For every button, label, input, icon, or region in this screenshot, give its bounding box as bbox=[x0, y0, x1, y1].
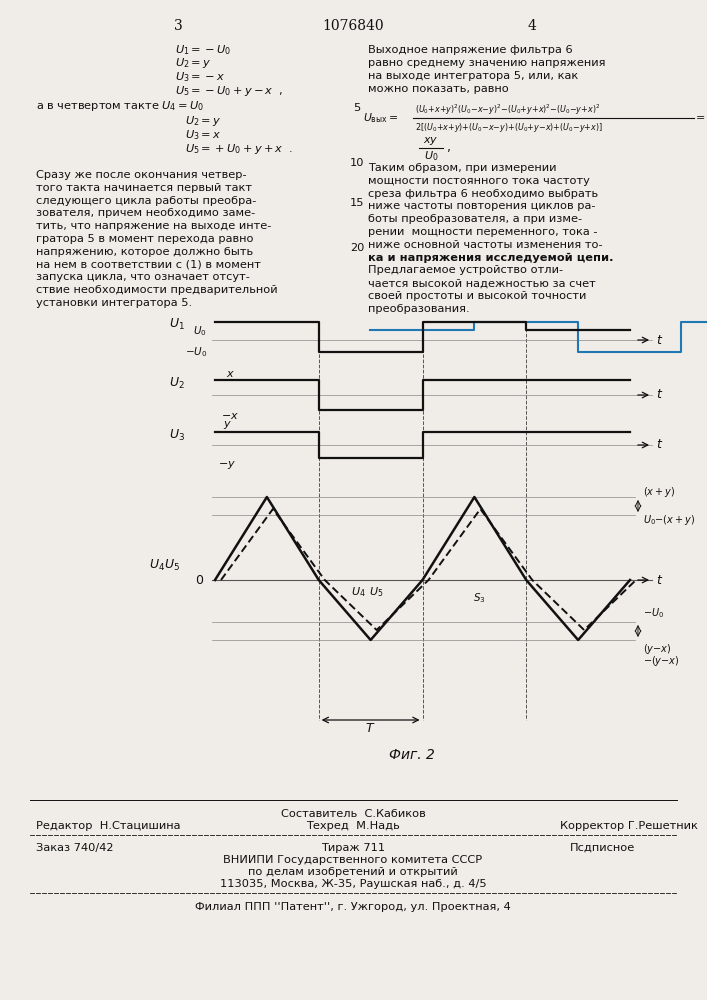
Text: $T$: $T$ bbox=[366, 722, 376, 734]
Text: $U_1=-U_0$: $U_1=-U_0$ bbox=[175, 43, 231, 57]
Text: а в четвертом такте $U_4=U_0$: а в четвертом такте $U_4=U_0$ bbox=[36, 99, 204, 113]
Text: напряжению, которое должно быть: напряжению, которое должно быть bbox=[36, 247, 253, 257]
Text: зователя, причем необходимо заме-: зователя, причем необходимо заме- bbox=[36, 208, 255, 218]
Text: $U_5=-U_0+y-x$  ,: $U_5=-U_0+y-x$ , bbox=[175, 84, 284, 98]
Text: Заказ 740/42: Заказ 740/42 bbox=[36, 843, 114, 853]
Text: $U_3= -x$: $U_3= -x$ bbox=[175, 70, 226, 84]
Text: $-U_0$: $-U_0$ bbox=[185, 345, 207, 359]
Text: Фиг. 2: Фиг. 2 bbox=[389, 748, 435, 762]
Text: $U_0$: $U_0$ bbox=[193, 324, 207, 338]
Text: $(y{-}x)$: $(y{-}x)$ bbox=[643, 642, 672, 656]
Text: $x$: $x$ bbox=[226, 369, 235, 379]
Text: 1076840: 1076840 bbox=[322, 19, 384, 33]
Text: $2[(U_0{+}x{+}y){+}(U_0{-}x{-}y){+}(U_0{+}y{-}x){+}(U_0{-}y{+}x)]$: $2[(U_0{+}x{+}y){+}(U_0{-}x{-}y){+}(U_0{… bbox=[415, 120, 603, 133]
Text: мощности постоянного тока частоту: мощности постоянного тока частоту bbox=[368, 176, 590, 186]
Text: рении  мощности переменного, тока -: рении мощности переменного, тока - bbox=[368, 227, 597, 237]
Text: $(U_0{+}x{+}y)^2(U_0{-}x{-}y)^2{-}(U_0{+}y{+}x)^2{-}(U_0{-}y{+}x)^2$: $(U_0{+}x{+}y)^2(U_0{-}x{-}y)^2{-}(U_0{+… bbox=[415, 103, 600, 117]
Text: ниже частоты повторения циклов ра-: ниже частоты повторения циклов ра- bbox=[368, 201, 595, 211]
Text: Корректор Г.Решетник: Корректор Г.Решетник bbox=[560, 821, 698, 831]
Text: $U_4U_5$: $U_4U_5$ bbox=[149, 557, 180, 573]
Text: 0: 0 bbox=[195, 574, 203, 586]
Text: ка и напряжения исследуемой цепи.: ка и напряжения исследуемой цепи. bbox=[368, 253, 614, 263]
Text: $-U_0$: $-U_0$ bbox=[643, 606, 664, 620]
Text: того такта начинается первый такт: того такта начинается первый такт bbox=[36, 183, 252, 193]
Text: $y$: $y$ bbox=[223, 419, 231, 431]
Text: Техред  М.Надь: Техред М.Надь bbox=[306, 821, 400, 831]
Text: чается высокой надежностью за счет: чается высокой надежностью за счет bbox=[368, 278, 596, 288]
Text: Предлагаемое устройство отли-: Предлагаемое устройство отли- bbox=[368, 265, 563, 275]
Text: ,: , bbox=[447, 141, 451, 154]
Text: можно показать, равно: можно показать, равно bbox=[368, 84, 509, 94]
Text: на нем в соответствии с (1) в момент: на нем в соответствии с (1) в момент bbox=[36, 260, 261, 270]
Text: среза фильтра 6 необходимо выбрать: среза фильтра 6 необходимо выбрать bbox=[368, 189, 598, 199]
Text: =: = bbox=[696, 113, 706, 123]
Text: $U_0$: $U_0$ bbox=[423, 149, 438, 163]
Text: $U_4$: $U_4$ bbox=[351, 585, 366, 599]
Text: $U_3$: $U_3$ bbox=[169, 427, 185, 443]
Text: своей простоты и высокой точности: своей простоты и высокой точности bbox=[368, 291, 586, 301]
Text: $-y$: $-y$ bbox=[218, 459, 236, 471]
Text: 113035, Москва, Ж-35, Раушская наб., д. 4/5: 113035, Москва, Ж-35, Раушская наб., д. … bbox=[220, 879, 486, 889]
Text: $-(y{-}x)$: $-(y{-}x)$ bbox=[643, 654, 679, 668]
Text: установки интегратора 5.: установки интегратора 5. bbox=[36, 298, 192, 308]
Text: запуска цикла, что означает отсут-: запуска цикла, что означает отсут- bbox=[36, 272, 250, 282]
Text: боты преобразователя, а при изме-: боты преобразователя, а при изме- bbox=[368, 214, 582, 224]
Text: $-x$: $-x$ bbox=[221, 411, 239, 421]
Text: Составитель  С.Кабиков: Составитель С.Кабиков bbox=[281, 809, 426, 819]
Text: гратора 5 в момент перехода равно: гратора 5 в момент перехода равно bbox=[36, 234, 254, 244]
Text: ВНИИПИ Государственного комитета СССР: ВНИИПИ Государственного комитета СССР bbox=[223, 855, 483, 865]
Text: $t$: $t$ bbox=[656, 574, 663, 586]
Text: Филиал ППП ''Патент'', г. Ужгород, ул. Проектная, 4: Филиал ППП ''Патент'', г. Ужгород, ул. П… bbox=[195, 902, 511, 912]
Text: 20: 20 bbox=[350, 243, 364, 253]
Text: $U_3= x$: $U_3= x$ bbox=[185, 128, 221, 142]
Text: Псдписное: Псдписное bbox=[570, 843, 636, 853]
Text: 3: 3 bbox=[174, 19, 182, 33]
Text: 4: 4 bbox=[527, 19, 537, 33]
Text: Сразу же после окончания четвер-: Сразу же после окончания четвер- bbox=[36, 170, 247, 180]
Text: $t$: $t$ bbox=[656, 388, 663, 401]
Text: $U_5=+U_0+y+x$  .: $U_5=+U_0+y+x$ . bbox=[185, 141, 293, 155]
Text: $U_0{-}(x+y)$: $U_0{-}(x+y)$ bbox=[643, 513, 695, 527]
Text: 5: 5 bbox=[354, 103, 361, 113]
Text: $(x+y)$: $(x+y)$ bbox=[643, 485, 675, 499]
Text: Таким образом, при измерении: Таким образом, при измерении bbox=[368, 163, 556, 173]
Text: $U_2= y$: $U_2= y$ bbox=[175, 56, 211, 70]
Text: ствие необходимости предварительной: ствие необходимости предварительной bbox=[36, 285, 278, 295]
Text: следующего цикла работы преобра-: следующего цикла работы преобра- bbox=[36, 196, 257, 206]
Text: $U_2$: $U_2$ bbox=[169, 375, 185, 391]
Text: по делам изобретений и открытий: по делам изобретений и открытий bbox=[248, 867, 458, 877]
Text: на выходе интегратора 5, или, как: на выходе интегратора 5, или, как bbox=[368, 71, 578, 81]
Text: $t$: $t$ bbox=[656, 438, 663, 452]
Text: 15: 15 bbox=[350, 198, 364, 208]
Text: $U_{\text{вых}}=$: $U_{\text{вых}}=$ bbox=[363, 111, 398, 125]
Text: $U_2= y$: $U_2= y$ bbox=[185, 114, 221, 128]
Text: $t$: $t$ bbox=[656, 334, 663, 347]
Text: тить, что напряжение на выходе инте-: тить, что напряжение на выходе инте- bbox=[36, 221, 271, 231]
Text: $U_1$: $U_1$ bbox=[169, 316, 185, 332]
Text: преобразования.: преобразования. bbox=[368, 304, 469, 314]
Text: ниже основной частоты изменения то-: ниже основной частоты изменения то- bbox=[368, 240, 602, 250]
Text: 10: 10 bbox=[350, 158, 364, 168]
Text: Редактор  Н.Стацишина: Редактор Н.Стацишина bbox=[36, 821, 180, 831]
Text: $S_3$: $S_3$ bbox=[473, 591, 486, 605]
Text: Выходное напряжение фильтра 6: Выходное напряжение фильтра 6 bbox=[368, 45, 573, 55]
Text: равно среднему значению напряжения: равно среднему значению напряжения bbox=[368, 58, 605, 68]
Text: $U_5$: $U_5$ bbox=[370, 585, 384, 599]
Text: Тираж 711: Тираж 711 bbox=[321, 843, 385, 853]
Text: $xy$: $xy$ bbox=[423, 135, 439, 147]
